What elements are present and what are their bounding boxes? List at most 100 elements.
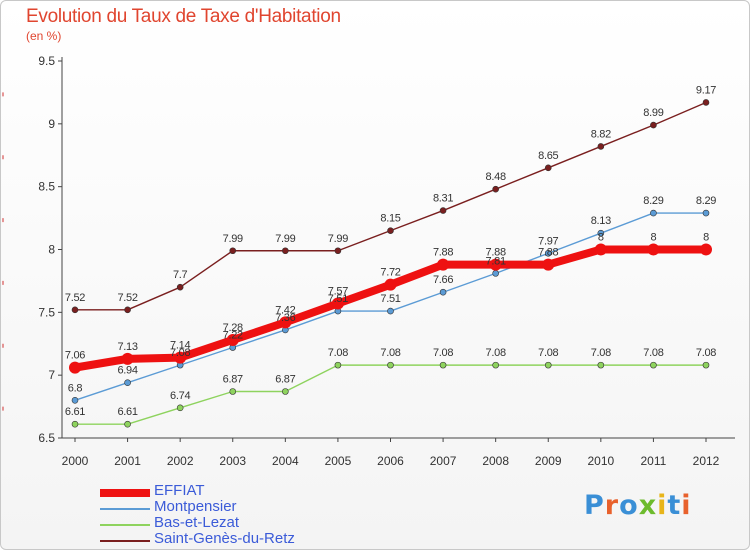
data-label: 7.81 bbox=[486, 255, 506, 267]
data-point bbox=[121, 352, 134, 365]
data-label: 8.15 bbox=[380, 213, 400, 225]
y-tick-label: 7 bbox=[48, 368, 55, 382]
x-tick-label: 2006 bbox=[377, 454, 404, 468]
data-label: 7.51 bbox=[380, 293, 400, 305]
data-point bbox=[387, 227, 394, 234]
data-point bbox=[439, 288, 447, 296]
y-tick-label: 8 bbox=[48, 243, 55, 257]
data-point bbox=[597, 143, 605, 150]
data-point bbox=[279, 316, 292, 329]
data-point bbox=[544, 249, 552, 257]
data-point bbox=[489, 258, 502, 271]
data-point bbox=[124, 379, 131, 387]
x-tick-label: 2005 bbox=[325, 454, 352, 468]
data-label: 8.65 bbox=[538, 150, 558, 162]
x-tick-label: 2004 bbox=[272, 454, 299, 468]
data-label: 8.13 bbox=[591, 215, 611, 227]
x-tick-label: 2007 bbox=[430, 454, 457, 468]
data-label: 7.08 bbox=[643, 347, 663, 359]
data-label: 6.87 bbox=[275, 374, 295, 386]
data-point bbox=[226, 333, 239, 346]
data-label: 7.66 bbox=[433, 274, 453, 286]
data-point bbox=[492, 185, 499, 193]
data-point bbox=[384, 278, 397, 291]
data-label: 7.14 bbox=[170, 340, 190, 352]
data-point bbox=[334, 247, 342, 255]
data-label: 7.52 bbox=[117, 292, 137, 304]
data-label: 8.29 bbox=[643, 195, 663, 207]
x-tick-label: 2003 bbox=[219, 454, 246, 468]
data-label: 7.08 bbox=[380, 347, 400, 359]
data-label: 7.36 bbox=[275, 312, 295, 324]
data-point bbox=[387, 307, 394, 315]
data-point bbox=[282, 247, 289, 255]
data-point bbox=[387, 361, 394, 369]
proxiti-logo: Proxiti bbox=[584, 490, 692, 521]
data-label: 7.99 bbox=[223, 233, 243, 245]
data-point bbox=[594, 243, 607, 256]
data-label: 8.99 bbox=[643, 107, 663, 119]
data-label: 8 bbox=[598, 232, 604, 244]
legend-label: EFFIAT bbox=[154, 482, 205, 499]
data-point bbox=[282, 388, 289, 395]
legend-label: Saint-Genès-du-Retz bbox=[154, 530, 295, 547]
data-label: 8.48 bbox=[486, 171, 506, 183]
data-label: 7.22 bbox=[223, 330, 243, 342]
data-point bbox=[69, 361, 81, 374]
x-tick-label: 2009 bbox=[535, 454, 562, 468]
data-point bbox=[597, 361, 605, 369]
data-point bbox=[439, 361, 447, 369]
data-point bbox=[544, 361, 552, 369]
legend-swatch bbox=[100, 489, 150, 497]
data-label: 7.08 bbox=[170, 347, 190, 359]
data-label: 6.8 bbox=[68, 382, 83, 394]
data-label: 7.08 bbox=[696, 347, 716, 359]
data-label: 6.74 bbox=[170, 390, 190, 402]
data-point bbox=[437, 258, 450, 271]
series-line bbox=[74, 212, 706, 401]
y-tick-label: 9.5 bbox=[38, 54, 55, 68]
data-label: 7.08 bbox=[433, 347, 453, 359]
data-point bbox=[544, 164, 552, 172]
data-point bbox=[71, 396, 79, 404]
data-label: 8 bbox=[703, 232, 709, 244]
data-label: 6.61 bbox=[65, 406, 85, 418]
data-label: 7.88 bbox=[433, 247, 453, 259]
data-point bbox=[71, 306, 79, 314]
y-tick-label: 9 bbox=[48, 117, 55, 131]
data-point bbox=[334, 361, 342, 369]
data-label: 7.88 bbox=[486, 247, 506, 259]
data-point bbox=[229, 388, 237, 395]
data-label: 8.29 bbox=[696, 195, 716, 207]
data-label: 7.99 bbox=[275, 233, 295, 245]
data-label: 6.87 bbox=[223, 374, 243, 386]
data-point bbox=[702, 99, 710, 106]
x-tick-label: 2010 bbox=[587, 454, 614, 468]
legend-swatch bbox=[100, 540, 150, 542]
data-point bbox=[71, 420, 79, 428]
x-tick-label: 2001 bbox=[114, 454, 141, 468]
data-label: 7.99 bbox=[328, 233, 348, 245]
x-tick-label: 2000 bbox=[62, 454, 89, 468]
data-point bbox=[492, 270, 499, 277]
legend-swatch bbox=[100, 508, 150, 510]
data-point bbox=[229, 247, 237, 255]
data-point bbox=[174, 351, 187, 364]
chart-title: Evolution du Taux de Taxe d'Habitation bbox=[26, 6, 341, 27]
data-point bbox=[702, 209, 710, 217]
data-label: 8.31 bbox=[433, 193, 453, 205]
data-label: 7.08 bbox=[538, 347, 558, 359]
data-label: 8 bbox=[651, 232, 657, 244]
data-label: 7.72 bbox=[380, 267, 400, 279]
data-label: 7.08 bbox=[486, 347, 506, 359]
x-tick-label: 2012 bbox=[693, 454, 720, 468]
data-point bbox=[542, 258, 555, 271]
data-point bbox=[650, 209, 657, 217]
data-label: 7.57 bbox=[328, 286, 348, 298]
legend-label: Bas-et-Lezat bbox=[154, 514, 240, 531]
data-point bbox=[439, 207, 447, 214]
y-tick-label: 6.5 bbox=[38, 431, 55, 445]
data-label: 6.94 bbox=[117, 365, 137, 377]
